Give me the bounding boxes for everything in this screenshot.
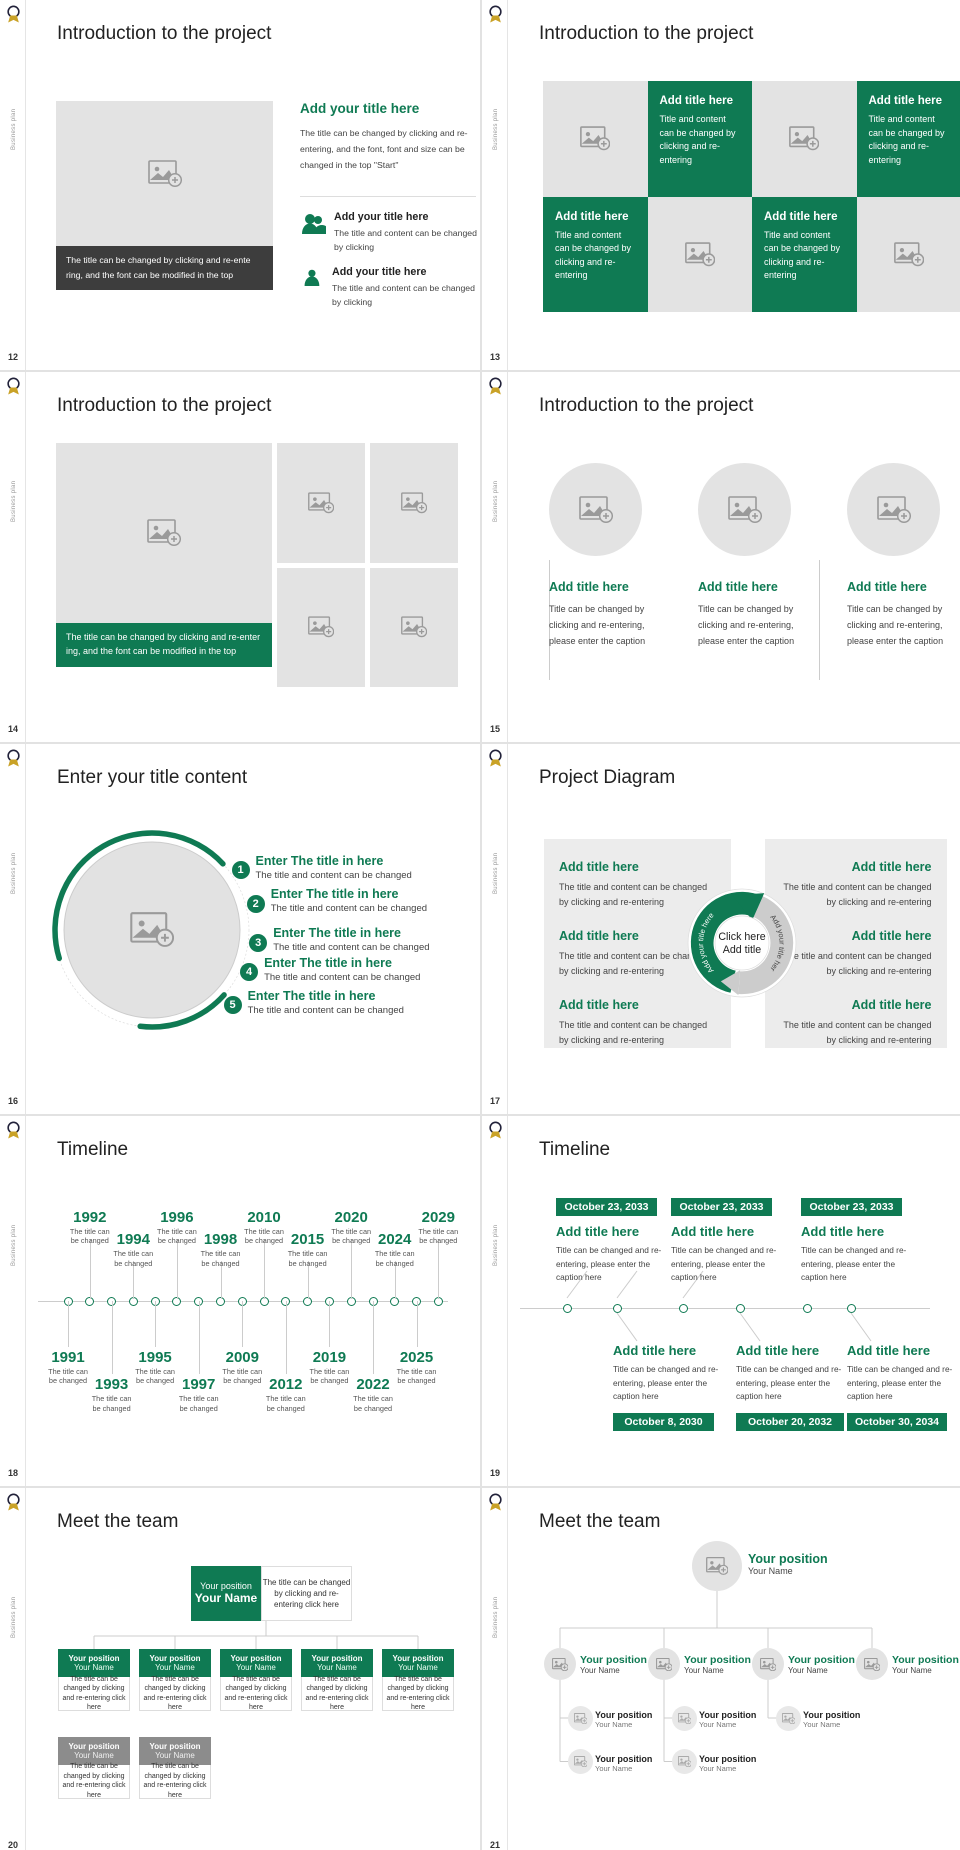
svg-text:Click here: Click here	[718, 931, 765, 943]
svg-text:Add title: Add title	[723, 944, 762, 956]
